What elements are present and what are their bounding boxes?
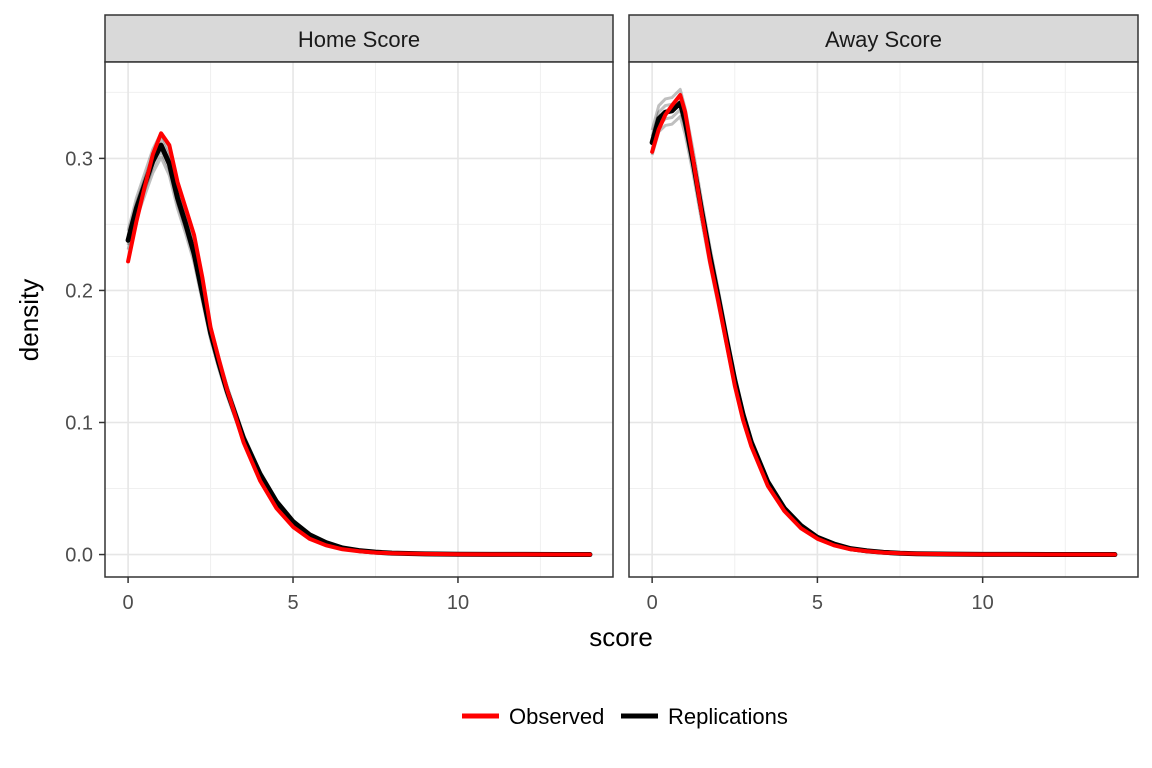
x-tick-label: 10	[972, 592, 994, 614]
x-tick-label: 10	[447, 592, 469, 614]
legend: Observed Replications	[462, 704, 788, 729]
panel-away-score: Away Score 0 5 10	[628, 14, 1139, 614]
x-tick-label: 5	[287, 592, 298, 614]
x-tick-label: 0	[647, 592, 658, 614]
plot-background	[629, 62, 1138, 577]
facet-strip	[628, 14, 1139, 63]
legend-label-replications: Replications	[668, 704, 788, 729]
x-axis-title: score	[589, 622, 653, 652]
panel-home-score: Home Score 0 5 10 0.0 0.1 0.2 0.3	[65, 14, 614, 614]
x-tick-label: 0	[123, 592, 134, 614]
panel-border	[628, 61, 1139, 578]
plot-background	[105, 62, 613, 577]
series-line-observed	[126, 131, 592, 557]
y-tick-label: 0.3	[65, 148, 93, 170]
facet-strip	[104, 14, 614, 63]
series-line-observed	[650, 93, 1117, 557]
legend-label-observed: Observed	[509, 704, 604, 729]
panel-border	[104, 61, 614, 578]
y-axis-title: density	[14, 279, 44, 361]
y-tick-label: 0.1	[65, 413, 93, 435]
facet-panels: Home Score 0 5 10 0.0 0.1 0.2 0.3 Away Score 0 5 10	[65, 14, 1139, 614]
y-tick-label: 0.2	[65, 280, 93, 302]
facet-strip-title: Away Score	[825, 27, 942, 52]
x-tick-label: 5	[812, 592, 823, 614]
facet-strip-title: Home Score	[298, 27, 420, 52]
y-tick-label: 0.0	[65, 545, 93, 567]
